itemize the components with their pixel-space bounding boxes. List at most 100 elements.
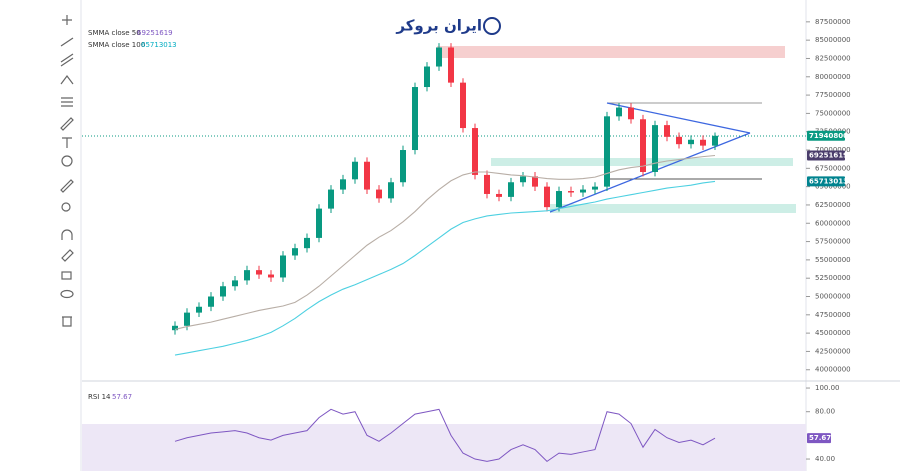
brush-tool[interactable] [60, 117, 74, 131]
y-tick-label: 82500000 [815, 54, 851, 62]
y-tick-label: 52500000 [815, 274, 851, 282]
candle-body [508, 182, 514, 197]
crosshair-tool[interactable] [62, 15, 72, 25]
price-tag [807, 130, 845, 141]
candle-body [388, 182, 394, 199]
y-tick-label: 87500000 [815, 18, 851, 26]
ruler-tool[interactable] [60, 179, 74, 193]
candle-body [460, 82, 466, 129]
fib-tool[interactable] [61, 97, 73, 107]
logo-text: ایران بروکر [395, 17, 482, 35]
candle-body [664, 125, 670, 137]
legend-value: 57.67 [112, 393, 132, 401]
candle-body [304, 237, 310, 249]
y-tick-label: 80.00 [815, 408, 835, 416]
candle-body [496, 193, 502, 197]
candle-body [556, 191, 562, 208]
candle-body [448, 47, 454, 83]
support-zone [550, 204, 796, 213]
price-tag [807, 176, 845, 187]
candle-body [580, 189, 586, 193]
emoji-tool[interactable] [61, 155, 73, 167]
lock-draw-tool[interactable] [61, 249, 74, 262]
candle-body [232, 280, 238, 287]
y-tick-label: 57500000 [815, 238, 851, 246]
price-tag-label: 65713013 [809, 177, 848, 185]
price-tag-label: 57.67 [809, 434, 831, 442]
y-tick-label: 80000000 [815, 73, 851, 81]
y-tick-label: 85000000 [815, 36, 851, 44]
candle-body [196, 306, 202, 313]
rsi-band [82, 424, 806, 471]
y-tick-label: 42500000 [815, 347, 851, 355]
candle-body [700, 139, 706, 146]
legend-name: SMMA close 100 [88, 41, 145, 49]
candle-body [712, 135, 718, 146]
candle-body [184, 312, 190, 326]
y-tick-label: 55000000 [815, 256, 851, 264]
magnet-tool[interactable] [61, 229, 73, 240]
y-tick-label: 62500000 [815, 201, 851, 209]
y-tick-label: 65000000 [815, 183, 851, 191]
resistance-zone [437, 46, 785, 58]
line-tool[interactable] [60, 37, 74, 47]
candle-body [220, 286, 226, 297]
price-tag [807, 150, 845, 161]
y-tick-label: 67500000 [815, 164, 851, 172]
visibility-tool[interactable] [60, 289, 74, 299]
candle-body [244, 270, 250, 281]
y-tick-label: 77500000 [815, 91, 851, 99]
y-tick-label: 50000000 [815, 293, 851, 301]
candle-body [628, 107, 634, 120]
legend-value: 65713013 [141, 41, 177, 49]
candle-body [652, 125, 658, 172]
candle-body [484, 174, 490, 194]
candle-body [364, 161, 370, 190]
legend-value: 69251619 [137, 29, 173, 37]
candle-body [568, 191, 574, 193]
candle-body [256, 270, 262, 275]
logo: ایران بروکر [395, 17, 501, 35]
y-tick-label: 75000000 [815, 109, 851, 117]
channel-tool[interactable] [60, 53, 74, 67]
triangle-line [549, 132, 751, 213]
candle-body [316, 208, 322, 238]
candle-body [328, 189, 334, 209]
indicator-line [174, 180, 716, 356]
legend-name: RSI 14 [88, 393, 111, 401]
candle-body [436, 47, 442, 67]
lock-tool[interactable] [61, 271, 72, 280]
candle-body [472, 128, 478, 175]
y-tick-label: 70000000 [815, 146, 851, 154]
toolbar [60, 0, 82, 471]
candle-body [520, 176, 526, 183]
y-tick-label: 40000000 [815, 366, 851, 374]
price-tag-label: 71940800 [809, 132, 848, 140]
y-tick-label: 45000000 [815, 329, 851, 337]
candle-body [640, 119, 646, 172]
pattern-tool[interactable] [60, 75, 74, 85]
price-tag [807, 433, 831, 444]
candle-body [268, 274, 274, 278]
candle-body [592, 186, 598, 190]
candle-body [544, 186, 550, 208]
candle-body [208, 296, 214, 307]
text-tool[interactable] [62, 137, 72, 148]
candle-body [412, 87, 418, 151]
candle-body [292, 248, 298, 256]
delete-tool[interactable] [62, 316, 72, 327]
y-tick-label: 100.00 [815, 384, 840, 392]
candle-body [400, 150, 406, 183]
price-tag-label: 69251619 [809, 152, 848, 160]
candle-body [352, 161, 358, 180]
candle-body [616, 107, 622, 117]
candle-body [676, 136, 682, 145]
candle-body [340, 179, 346, 190]
candle-body [376, 189, 382, 199]
candle-body [532, 176, 538, 187]
y-tick-label: 60000000 [815, 219, 851, 227]
y-tick-label: 47500000 [815, 311, 851, 319]
rsi-line [174, 408, 716, 463]
zoom-tool[interactable] [61, 202, 71, 212]
